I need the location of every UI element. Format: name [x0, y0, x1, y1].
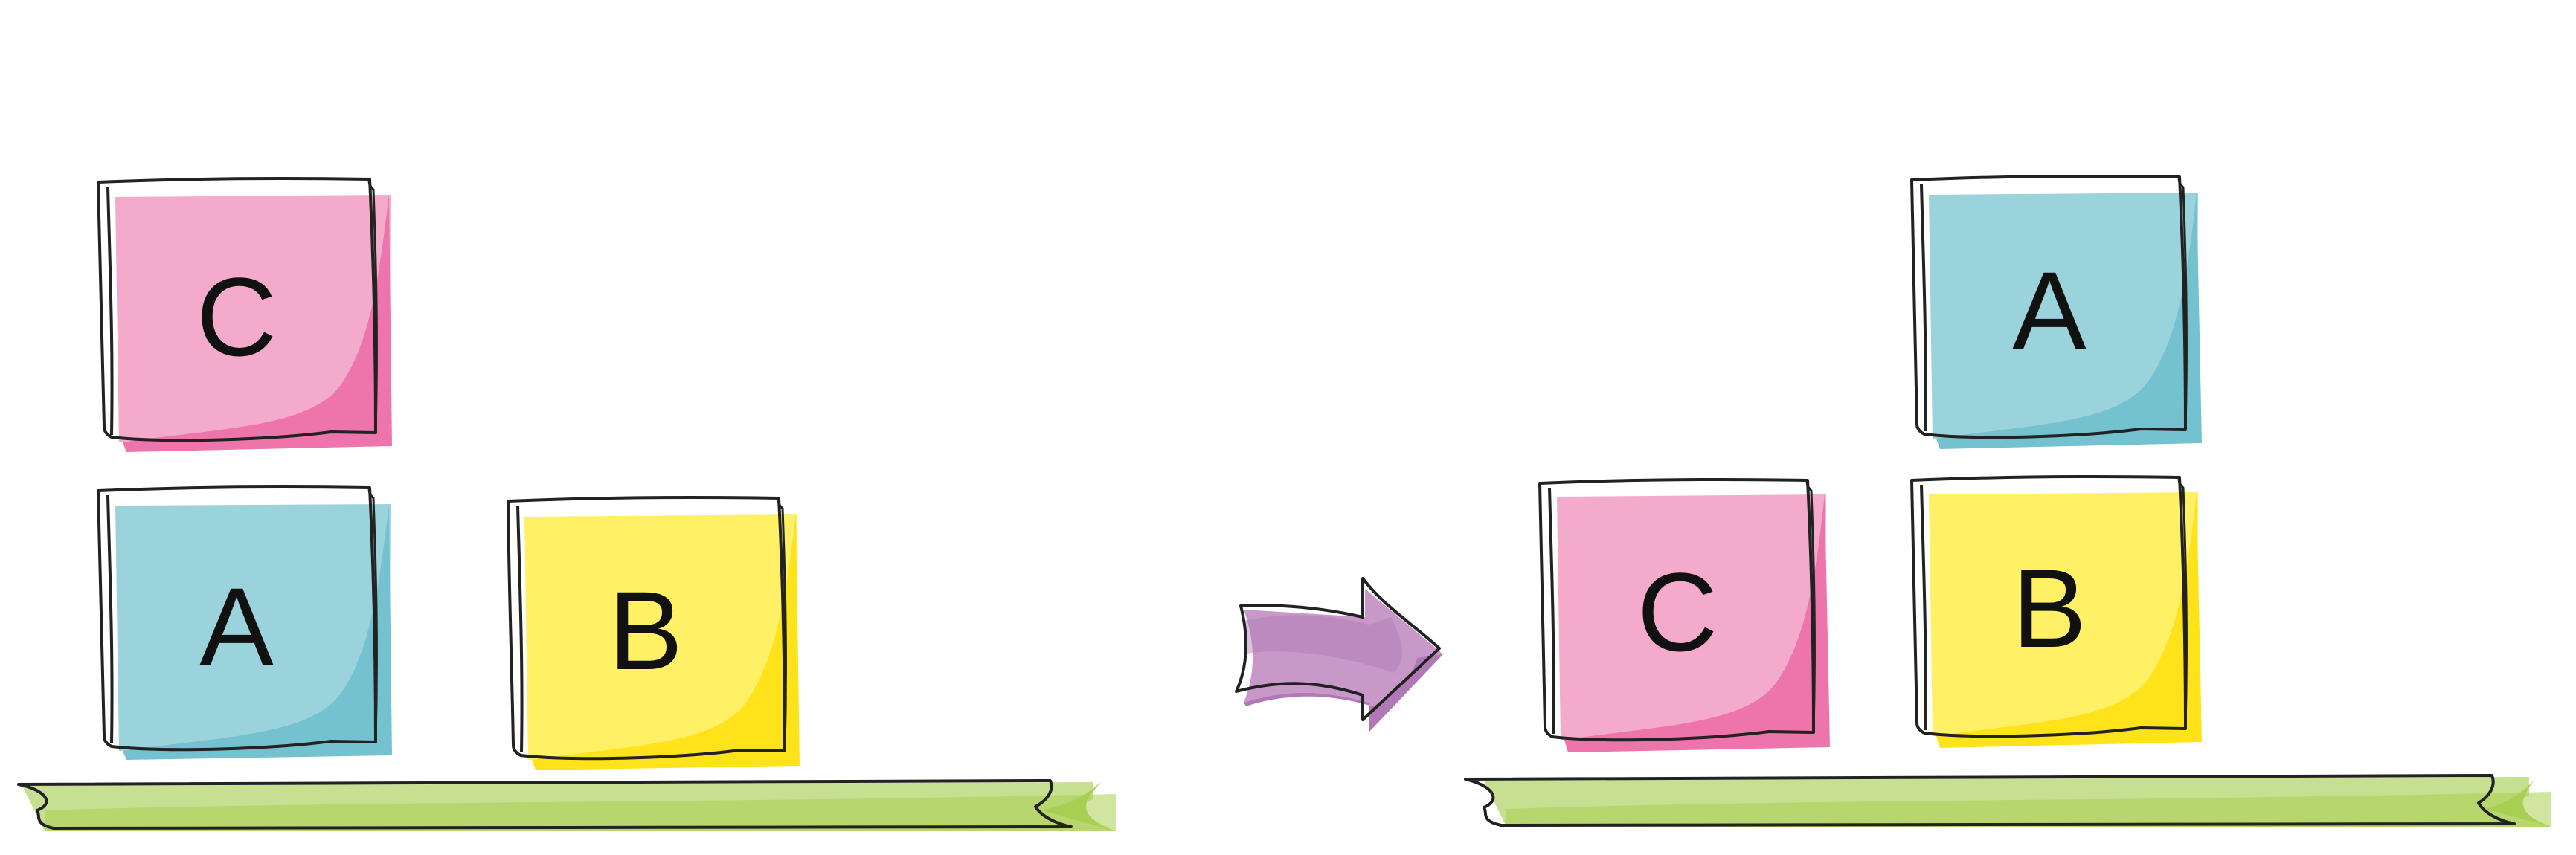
block-B-goal: B: [1910, 475, 2202, 748]
table-initial: [17, 779, 1116, 831]
transition-arrow: [1235, 577, 1443, 732]
goal-state: C B A: [1464, 175, 2551, 827]
table-goal: [1464, 774, 2551, 827]
block-C-initial-label: C: [196, 254, 277, 379]
block-A-goal-label: A: [2012, 248, 2087, 373]
block-A-initial-label: A: [199, 564, 274, 689]
block-B-initial-label: B: [608, 568, 683, 693]
block-A-initial: A: [97, 485, 392, 760]
block-C-goal: C: [1538, 478, 1830, 752]
block-C-initial: C: [97, 177, 392, 452]
block-A-goal: A: [1910, 175, 2202, 449]
block-C-goal-label: C: [1637, 549, 1718, 674]
initial-state: A C B: [17, 177, 1116, 831]
block-B-goal-label: B: [2012, 546, 2087, 671]
block-B-initial: B: [507, 496, 800, 770]
